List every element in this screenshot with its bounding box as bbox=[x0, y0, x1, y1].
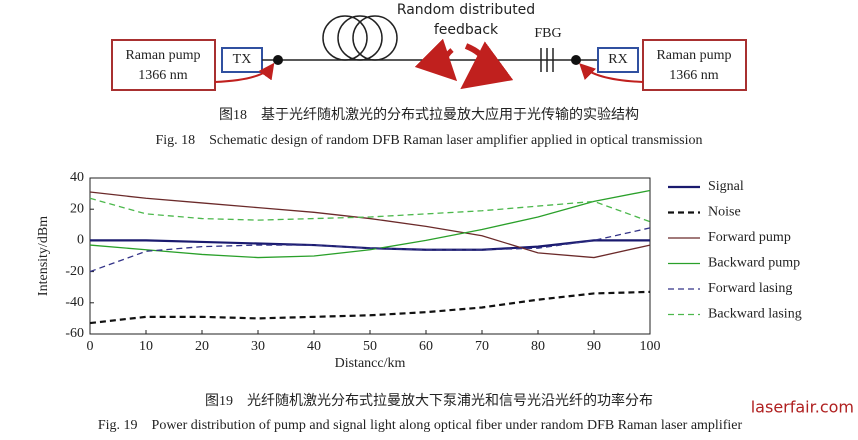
coupler bbox=[273, 55, 283, 65]
caption: Fig. 19 Power distribution of pump and s… bbox=[98, 418, 743, 433]
caption: 图19 光纤随机激光分布式拉曼放大下泵浦光和信号光沿光纤的功率分布 bbox=[205, 392, 653, 409]
y-tick-label: -20 bbox=[65, 264, 84, 279]
x-tick-label: 20 bbox=[195, 339, 209, 354]
y-tick-label: 20 bbox=[70, 201, 84, 216]
x-tick-label: 40 bbox=[307, 339, 321, 354]
rx-label: RX bbox=[608, 52, 627, 67]
chart: 0 10 20 30 40 50 60 70 80 90 100 -60 -40 -20 0 20 40 Dist… bbox=[36, 170, 801, 371]
x-tick-label: 0 bbox=[87, 339, 94, 354]
x-tick-label: 60 bbox=[419, 339, 433, 354]
pump-box bbox=[111, 39, 216, 91]
feedback-arrow bbox=[414, 38, 458, 82]
series-line bbox=[89, 290, 651, 325]
pump-label: Raman pump bbox=[656, 48, 731, 63]
fiber-coil bbox=[352, 15, 398, 61]
y-tick-label: -60 bbox=[65, 326, 84, 341]
plot-frame bbox=[89, 177, 651, 335]
x-tick-label: 50 bbox=[363, 339, 377, 354]
series-line bbox=[89, 227, 651, 273]
caption: 图18 基于光纤随机激光的分布式拉曼放大应用于光传输的实验结构 bbox=[219, 106, 639, 123]
x-tick-label: 10 bbox=[139, 339, 153, 354]
legend-label: Signal bbox=[708, 179, 744, 194]
series-line bbox=[89, 191, 651, 259]
fbg-label: FBG bbox=[534, 26, 561, 41]
x-axis-label: Distancc/km bbox=[335, 356, 406, 371]
legend-label: Forward pump bbox=[708, 230, 791, 245]
x-tick-label: 70 bbox=[475, 339, 489, 354]
pump-arrow bbox=[214, 62, 275, 83]
y-axis-label: Intensity/dBm bbox=[36, 216, 51, 296]
y-tick-label: 0 bbox=[77, 233, 84, 248]
x-tick-label: 90 bbox=[587, 339, 601, 354]
pump-arrow bbox=[579, 63, 644, 83]
legend-label: Backward pump bbox=[708, 256, 800, 271]
series-line bbox=[89, 197, 651, 223]
coupler bbox=[571, 55, 581, 65]
y-tick-label: -40 bbox=[65, 295, 84, 310]
legend-label: Noise bbox=[708, 205, 741, 220]
watermark: laserfair.com bbox=[751, 398, 854, 417]
pump-box bbox=[642, 39, 747, 91]
legend-label: Forward lasing bbox=[708, 281, 792, 296]
fiber-coil bbox=[337, 15, 383, 61]
pump-label: 1366 nm bbox=[138, 68, 188, 83]
pump-label: Raman pump bbox=[125, 48, 200, 63]
pump-label: 1366 nm bbox=[669, 68, 719, 83]
y-tick-label: 40 bbox=[70, 170, 84, 185]
x-tick-label: 30 bbox=[251, 339, 265, 354]
feedback-label: Random distributed bbox=[397, 2, 535, 18]
series-line bbox=[89, 189, 651, 259]
x-tick-label: 100 bbox=[640, 339, 661, 354]
fiber-coil bbox=[322, 15, 368, 61]
legend-label: Backward lasing bbox=[708, 307, 802, 322]
rx-box bbox=[597, 47, 639, 73]
caption: Fig. 18 Schematic design of random DFB R… bbox=[155, 133, 702, 148]
schematic: Raman pump 1366 nm TX Random distributed… bbox=[111, 2, 747, 91]
feedback-label: feedback bbox=[434, 22, 499, 38]
tx-label: TX bbox=[233, 52, 252, 67]
feedback-arrow bbox=[460, 41, 514, 90]
x-tick-label: 80 bbox=[531, 339, 545, 354]
